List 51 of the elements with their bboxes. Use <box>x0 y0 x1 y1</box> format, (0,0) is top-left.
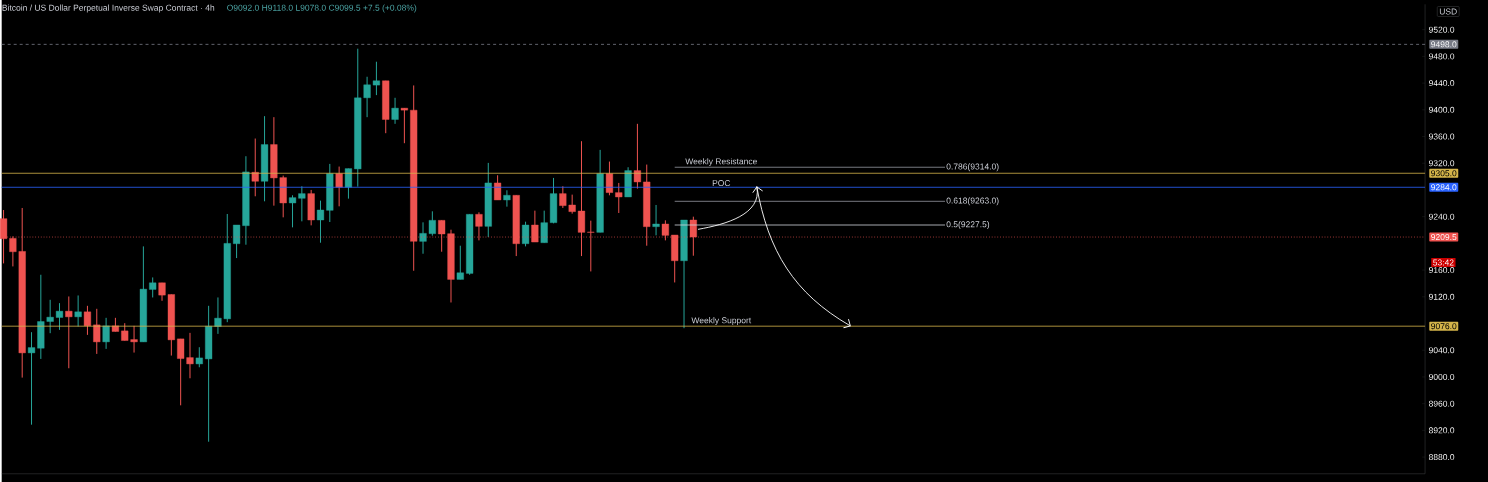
y-tick-label: 9440.0 <box>1429 79 1455 86</box>
candlestick <box>251 137 259 197</box>
candlestick <box>522 220 530 247</box>
y-tick-label: 9040.0 <box>1429 347 1455 354</box>
candlestick <box>615 182 623 214</box>
candlestick <box>400 107 408 144</box>
y-tick-label: 8920.0 <box>1428 427 1455 434</box>
chart-title: Bitcoin / US Dollar Perpetual Inverse Swap Contract · 4h <box>2 4 215 13</box>
candlestick <box>344 167 353 199</box>
y-tick-label: 9000.0 <box>1429 373 1455 380</box>
candlestick <box>456 244 464 280</box>
y-tick-label: 9480.0 <box>1429 53 1455 60</box>
y-tick-label: 8880.0 <box>1428 453 1455 460</box>
ref-line-label: 9305.0 <box>1431 170 1457 177</box>
y-tick-label: 9320.0 <box>1429 160 1455 167</box>
y-tick-label: 9120.0 <box>1429 293 1455 300</box>
candlestick <box>74 294 82 327</box>
y-tick-label: 9160.0 <box>1429 266 1455 273</box>
series-label: 0.786(9314.0) <box>946 163 999 171</box>
candlestick <box>503 189 511 207</box>
annotation: POC <box>712 179 731 186</box>
candlestick <box>83 305 91 336</box>
chart-subtitle: O9092.0 H9118.0 L9078.0 C9099.5 +7.5 (+0.08%) <box>227 4 417 13</box>
y-tick-label: 8960.0 <box>1428 400 1455 407</box>
candlestick <box>494 174 502 201</box>
candlestick <box>335 165 343 207</box>
candlestick <box>195 346 203 368</box>
candlestick <box>102 317 110 350</box>
candlestick <box>65 295 73 369</box>
candlestick <box>633 123 641 189</box>
y-tick-label: 9520.0 <box>1429 26 1455 33</box>
series-label: 0.5(9227.5) <box>946 220 990 229</box>
ref-line-label: 9284.0 <box>1431 184 1457 191</box>
ref-line-label: 9209.5 <box>1431 233 1457 240</box>
candlestick <box>652 204 660 236</box>
annotation: Weekly Support <box>691 316 752 325</box>
text: 53:42 <box>1433 259 1454 266</box>
candlestick <box>605 160 614 196</box>
y-tick-label: 9240.0 <box>1429 213 1455 220</box>
candlestick <box>93 308 101 355</box>
y-tick-label: 9360.0 <box>1429 133 1455 140</box>
candlestick <box>540 209 548 243</box>
y-axis-title: USD <box>1439 8 1457 15</box>
ref-line-label: 9076.0 <box>1431 322 1457 329</box>
candlestick <box>149 276 157 298</box>
ref-line-label: 9498.0 <box>1431 41 1457 48</box>
series-label: 0.618(9263.0) <box>946 197 999 206</box>
annotation: Weekly Resistance <box>685 157 757 166</box>
y-tick-label: 9400.0 <box>1429 106 1455 113</box>
candlestick <box>391 97 399 125</box>
candlestick <box>316 199 325 243</box>
